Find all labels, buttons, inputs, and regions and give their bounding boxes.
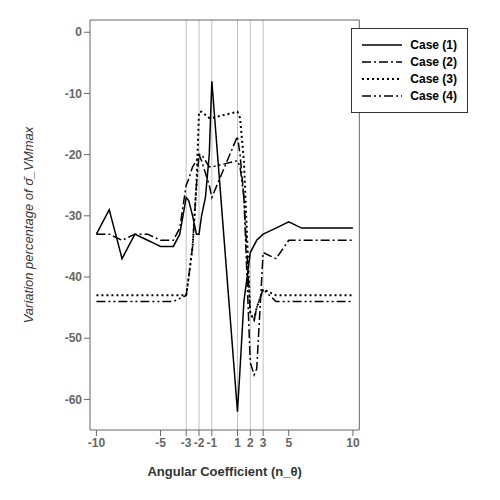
svg-text:-30: -30 — [65, 209, 83, 223]
svg-text:-10: -10 — [65, 87, 83, 101]
svg-text:2: 2 — [247, 436, 254, 450]
html-text:Case (1): Case (1) — [410, 38, 457, 52]
svg-text:0: 0 — [75, 25, 82, 39]
svg-text:-10: -10 — [88, 436, 106, 450]
svg-text:10: 10 — [346, 436, 360, 450]
html-text:Case (4): Case (4) — [410, 89, 457, 103]
html-text:Case (2): Case (2) — [410, 55, 457, 69]
svg-text:5: 5 — [285, 436, 292, 450]
html-text:Case (3): Case (3) — [410, 72, 457, 86]
svg-text:1: 1 — [234, 436, 241, 450]
svg-text:Angular Coefficient (n_θ): Angular Coefficient (n_θ) — [147, 464, 301, 479]
svg-text:-1: -1 — [206, 436, 217, 450]
svg-text:3: 3 — [260, 436, 267, 450]
svg-text:-3: -3 — [181, 436, 192, 450]
svg-text:-20: -20 — [65, 148, 83, 162]
svg-text:-5: -5 — [155, 436, 166, 450]
svg-text:-2: -2 — [194, 436, 205, 450]
svg-text:Variation percentage of σ̄_VMm: Variation percentage of σ̄_VMmax — [21, 126, 36, 323]
svg-text:-60: -60 — [65, 393, 83, 407]
svg-text:-40: -40 — [65, 270, 83, 284]
svg-text:-50: -50 — [65, 331, 83, 345]
